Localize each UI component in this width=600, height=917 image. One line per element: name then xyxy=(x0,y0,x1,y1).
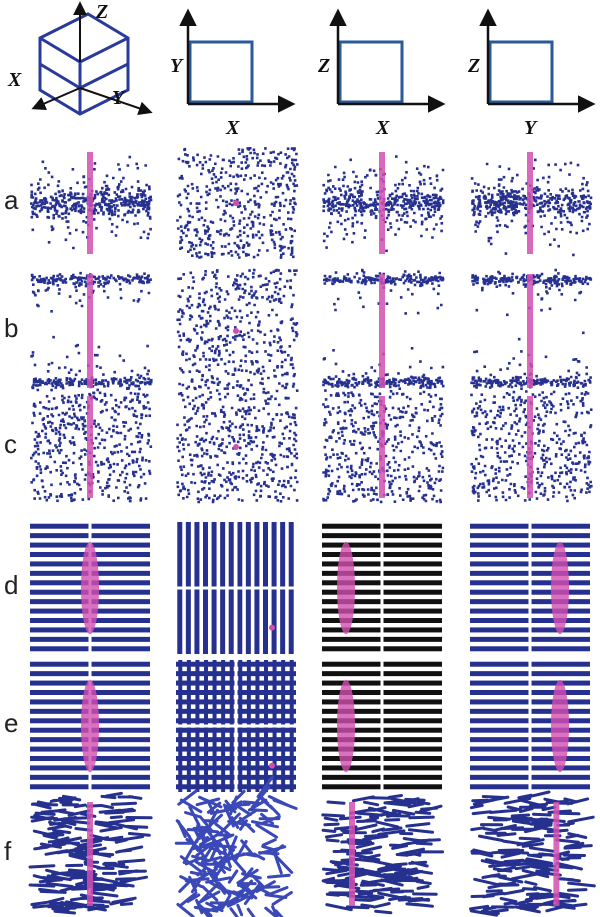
fibers xyxy=(321,794,445,915)
simulation-panel xyxy=(470,522,590,654)
simulation-panel xyxy=(322,268,445,393)
plane-diagrams xyxy=(179,8,596,113)
row-label: b xyxy=(4,313,18,343)
particles xyxy=(322,155,445,253)
simulation-panel xyxy=(30,660,150,792)
header: Z X Y Y X Z X Z Y xyxy=(7,1,596,139)
core xyxy=(527,396,533,498)
core xyxy=(551,541,569,635)
axis-label: Y xyxy=(112,87,126,109)
core xyxy=(349,802,355,906)
simulation-panel xyxy=(176,391,299,504)
core xyxy=(379,396,385,498)
axis-label: Z xyxy=(95,1,108,23)
row-label: c xyxy=(4,429,17,459)
axis-label: Y xyxy=(524,117,538,139)
simulation-panel xyxy=(176,147,299,259)
row-label: f xyxy=(4,836,12,866)
simulation-panel xyxy=(176,660,296,792)
particles xyxy=(176,391,299,504)
axis-label: X xyxy=(375,117,390,139)
core xyxy=(87,274,93,388)
row-label: d xyxy=(4,570,18,600)
core xyxy=(233,200,239,206)
simulation-panel xyxy=(176,268,299,393)
simulation-panel xyxy=(28,791,153,915)
particles xyxy=(176,268,299,393)
particles xyxy=(470,158,593,257)
core xyxy=(87,152,93,254)
particles xyxy=(470,390,593,503)
rows: a b c d e f xyxy=(4,147,596,917)
core xyxy=(553,802,560,906)
simulation-panel xyxy=(470,152,593,257)
core xyxy=(379,152,385,254)
simulation-panel xyxy=(470,390,593,503)
fibers xyxy=(174,775,298,917)
fibers xyxy=(469,790,596,917)
simulation-panel xyxy=(176,522,296,654)
simulation-panel xyxy=(30,271,153,392)
axis-label: X xyxy=(225,117,240,139)
simulation-panel xyxy=(470,660,590,792)
simulation-panel xyxy=(322,152,445,254)
simulation-panel xyxy=(470,268,593,394)
simulation-panel xyxy=(322,660,442,792)
simulation-panel xyxy=(30,391,153,503)
core xyxy=(337,541,355,635)
core xyxy=(551,679,569,773)
particles xyxy=(322,268,445,393)
core xyxy=(527,152,533,254)
core xyxy=(337,679,355,773)
axis-label: Y xyxy=(170,55,184,77)
particles xyxy=(30,155,153,250)
simulation-panel xyxy=(30,522,150,654)
core xyxy=(233,444,239,450)
core xyxy=(81,541,99,635)
particles xyxy=(176,147,299,259)
axis-label: X xyxy=(7,69,22,91)
simulation-panel xyxy=(321,794,445,915)
core xyxy=(233,328,239,334)
cube-axes xyxy=(31,1,153,115)
core xyxy=(87,396,93,498)
axis-label: Z xyxy=(467,55,480,77)
particles xyxy=(30,391,153,503)
axis-label: Z xyxy=(317,55,330,77)
core xyxy=(81,679,99,773)
core xyxy=(87,802,93,906)
simulation-panel xyxy=(322,390,445,504)
row-label: a xyxy=(4,185,19,215)
core xyxy=(269,624,275,631)
row-label: e xyxy=(4,708,18,738)
core xyxy=(379,274,385,388)
simulation-panel xyxy=(30,152,153,254)
simulation-panel xyxy=(174,775,298,917)
core xyxy=(527,274,533,388)
simulation-panel xyxy=(469,790,596,917)
simulation-panel xyxy=(322,522,442,654)
core xyxy=(269,762,275,769)
